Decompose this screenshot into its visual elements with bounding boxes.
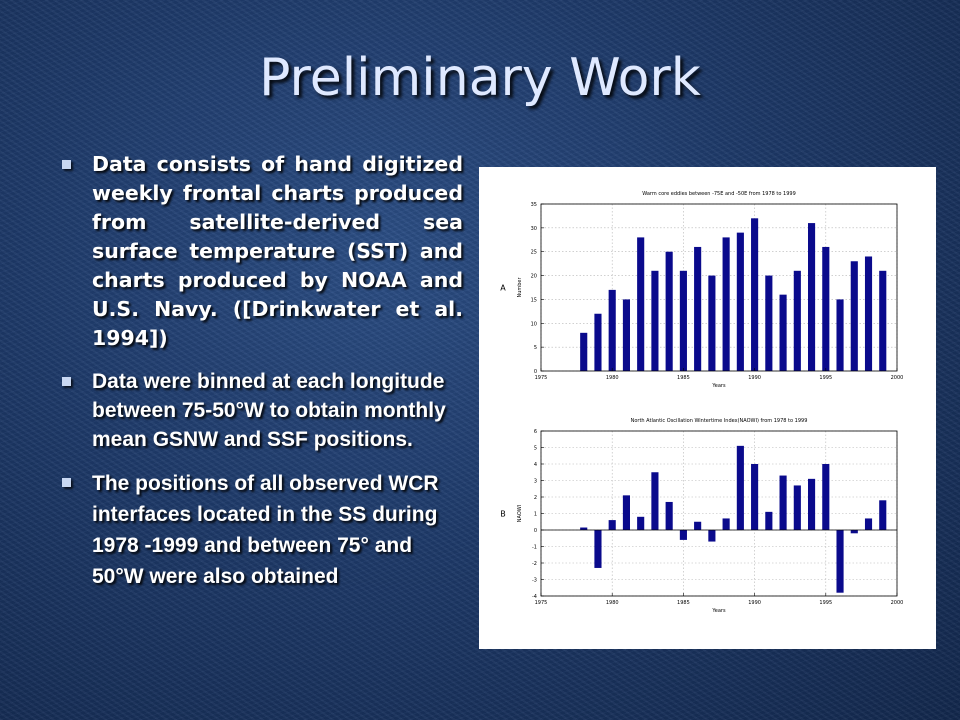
x-tick-label: 2000 xyxy=(891,375,904,381)
y-tick-label: -4 xyxy=(532,594,537,600)
bar xyxy=(594,313,602,371)
bar xyxy=(665,501,673,530)
x-tick-label: 1990 xyxy=(748,600,761,606)
bullet-text: Data consists of hand digitized weekly f… xyxy=(92,152,463,350)
bar xyxy=(722,237,730,371)
bar xyxy=(608,520,616,530)
bar xyxy=(850,261,858,371)
bar xyxy=(580,527,588,530)
bar xyxy=(879,500,887,530)
bar xyxy=(836,299,844,371)
bar xyxy=(622,299,630,371)
y-tick-label: 0 xyxy=(534,369,537,375)
y-tick-label: 6 xyxy=(534,429,537,435)
bullet-square-icon xyxy=(62,377,71,386)
bar xyxy=(779,294,787,371)
y-tick-label: 3 xyxy=(534,479,537,485)
axes-frame xyxy=(540,203,898,372)
bar xyxy=(594,530,602,568)
bar xyxy=(736,232,744,371)
bar xyxy=(622,495,630,530)
bar xyxy=(751,218,759,371)
x-tick-label: 1975 xyxy=(535,600,548,606)
bar xyxy=(822,464,830,530)
y-tick-label: 1 xyxy=(534,512,537,518)
y-tick-label: 4 xyxy=(534,462,537,468)
bullet-text: Data were binned at each longitude betwe… xyxy=(92,370,446,451)
chart-title: Warm core eddies between -75E and -50E f… xyxy=(642,191,796,197)
bar xyxy=(651,270,659,371)
bar xyxy=(679,530,687,540)
y-tick-label: 15 xyxy=(531,297,537,303)
y-tick-label: 2 xyxy=(534,495,537,501)
panel-label: A xyxy=(500,284,506,293)
bar xyxy=(779,475,787,530)
bar xyxy=(793,270,801,371)
bar xyxy=(751,464,759,530)
x-tick-label: 1980 xyxy=(606,600,619,606)
x-tick-label: 1990 xyxy=(748,375,761,381)
bar xyxy=(864,256,873,371)
y-tick-label: 0 xyxy=(534,528,537,534)
bar xyxy=(765,275,773,371)
bar xyxy=(736,445,744,530)
bar xyxy=(722,518,730,530)
y-tick-label: 10 xyxy=(531,321,537,327)
bar xyxy=(808,223,816,371)
slide-title: Preliminary Work xyxy=(259,48,701,108)
bar xyxy=(708,530,716,542)
panel-label: B xyxy=(500,510,506,519)
bar xyxy=(836,530,844,593)
bullet-list: Data consists of hand digitized weekly f… xyxy=(58,150,463,606)
bar xyxy=(765,511,773,530)
bar xyxy=(665,251,673,371)
x-tick-label: 1985 xyxy=(677,600,690,606)
chart-title: North Atlantic Oscillation Wintertime In… xyxy=(631,418,808,424)
y-tick-label: 20 xyxy=(531,274,537,280)
y-tick-label: -2 xyxy=(532,561,537,567)
bar xyxy=(864,518,873,530)
bar xyxy=(637,237,645,371)
bar xyxy=(708,275,716,371)
y-tick-label: 30 xyxy=(531,226,537,232)
bullet-square-icon xyxy=(62,160,71,169)
bar xyxy=(822,246,830,371)
x-axis-label: Years xyxy=(711,608,726,614)
x-tick-label: 1995 xyxy=(819,375,832,381)
x-tick-label: 2000 xyxy=(891,600,904,606)
bar xyxy=(580,332,588,371)
x-tick-label: 1980 xyxy=(606,375,619,381)
bar xyxy=(879,270,887,371)
bar xyxy=(808,478,816,530)
bar xyxy=(679,270,687,371)
bar xyxy=(793,485,801,530)
x-tick-label: 1985 xyxy=(677,375,690,381)
bullet-item: Data were binned at each longitude betwe… xyxy=(58,367,463,454)
bar xyxy=(608,289,616,371)
x-tick-label: 1995 xyxy=(819,600,832,606)
y-tick-label: 5 xyxy=(534,345,537,351)
y-tick-label: -3 xyxy=(532,578,537,584)
bar xyxy=(694,521,702,530)
chart-panel: 0 5 10 15 20 25 30 35 1975 1980 1985 1990 1995 2000 Wa… xyxy=(479,167,936,649)
y-tick-label: 25 xyxy=(531,250,537,256)
bar xyxy=(651,472,659,530)
bullet-text: The positions of all observed WCR interf… xyxy=(92,472,439,588)
y-tick-label: 5 xyxy=(534,446,537,452)
bar xyxy=(850,530,858,534)
bar xyxy=(637,516,645,530)
x-tick-label: 1975 xyxy=(535,375,548,381)
bullet-square-icon xyxy=(62,478,71,487)
y-axis-label: Number xyxy=(517,277,523,298)
bar xyxy=(694,246,702,371)
y-axis-label: NAOWI xyxy=(517,505,523,522)
y-tick-label: -1 xyxy=(532,545,537,551)
x-axis-label: Years xyxy=(711,383,726,389)
bullet-item: The positions of all observed WCR interf… xyxy=(58,468,463,592)
bullet-item: Data consists of hand digitized weekly f… xyxy=(58,150,463,353)
y-tick-label: 35 xyxy=(531,202,537,208)
